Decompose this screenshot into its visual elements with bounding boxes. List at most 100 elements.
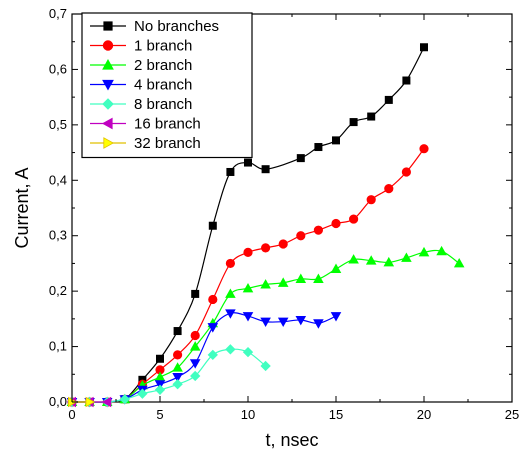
data-point	[277, 317, 289, 328]
legend-label: 32 branch	[134, 135, 201, 152]
data-point	[189, 341, 201, 351]
data-point	[155, 354, 164, 363]
data-point	[278, 239, 288, 249]
data-point	[384, 95, 393, 104]
data-point	[189, 359, 201, 369]
data-point	[453, 258, 465, 268]
legend-label: 2 branch	[134, 57, 192, 74]
data-point	[172, 362, 183, 372]
y-tick-label: 0,2	[49, 283, 67, 298]
data-point	[207, 349, 218, 361]
data-point	[119, 394, 130, 405]
x-axis-title: t, nsec	[265, 430, 318, 450]
data-point	[190, 370, 201, 382]
data-point	[226, 167, 235, 176]
data-point	[383, 256, 395, 267]
data-point	[225, 258, 235, 269]
legend-label: 8 branch	[134, 96, 192, 113]
data-point	[366, 195, 376, 205]
legend-label: 16 branch	[134, 116, 201, 133]
data-point	[225, 344, 236, 355]
data-point	[348, 214, 359, 224]
data-point	[172, 373, 183, 383]
x-tick-label: 25	[505, 407, 519, 422]
data-point	[313, 319, 324, 329]
data-point	[295, 273, 307, 283]
data-point	[208, 221, 217, 230]
data-point	[402, 76, 411, 85]
data-point	[295, 315, 307, 326]
x-tick-label: 0	[68, 407, 75, 422]
data-point	[154, 384, 166, 395]
data-point	[243, 247, 253, 257]
legend-marker	[102, 40, 114, 51]
data-point	[243, 158, 252, 167]
data-point	[191, 289, 200, 298]
data-point	[173, 327, 182, 336]
data-point	[296, 154, 305, 163]
data-point	[330, 263, 342, 273]
x-tick-label: 15	[329, 407, 343, 422]
series-2	[67, 144, 429, 407]
data-point	[208, 294, 218, 305]
data-point	[260, 317, 271, 328]
legend-label: 4 branch	[134, 77, 192, 94]
data-point	[154, 371, 166, 382]
data-point	[296, 231, 306, 241]
legend-label: 1 branch	[134, 38, 192, 55]
data-point	[207, 323, 219, 333]
data-point	[260, 360, 271, 372]
data-point	[330, 312, 342, 322]
data-point	[313, 273, 324, 283]
data-point	[365, 255, 377, 265]
y-axis-title: Current, A	[12, 167, 32, 248]
data-point	[419, 43, 428, 52]
axes-layer: 0 5 10 15 20 25 0,0 0,1 0,2 0,3 0,4 0,5 0,6 0,7	[49, 6, 519, 422]
data-point	[242, 346, 254, 358]
data-point	[225, 288, 236, 298]
series-layer	[66, 43, 465, 408]
series-5	[66, 344, 271, 408]
legend: No branches 1 branch 2 branch 4 branch 8 bra…	[81, 12, 253, 159]
data-point	[331, 136, 340, 145]
data-point	[242, 282, 254, 293]
legend-marker	[102, 98, 114, 110]
legend-marker	[101, 117, 113, 130]
legend-marker	[102, 58, 114, 70]
data-point	[277, 277, 289, 287]
data-point	[225, 309, 236, 319]
legend-marker	[103, 137, 115, 149]
data-point	[418, 246, 430, 257]
data-point	[85, 396, 96, 408]
y-tick-label: 0,4	[49, 172, 67, 187]
data-point	[401, 167, 411, 177]
y-tick-label: 0,3	[49, 228, 67, 243]
data-point	[172, 379, 183, 390]
y-tick-label: 0,7	[49, 6, 67, 21]
data-point	[348, 254, 359, 264]
data-point	[313, 225, 323, 235]
data-point	[367, 112, 376, 121]
legend-marker	[102, 79, 114, 91]
legend-label: No branches	[134, 18, 219, 35]
data-point	[242, 312, 254, 322]
y-tick-label: 0,6	[49, 61, 67, 76]
data-point	[101, 396, 112, 408]
data-point	[260, 279, 271, 289]
data-point	[261, 165, 270, 174]
y-tick-label: 0,5	[49, 117, 67, 132]
data-point	[436, 245, 447, 256]
series-line	[72, 312, 337, 403]
data-point	[260, 243, 271, 253]
y-tick-label: 0,1	[49, 339, 67, 354]
legend-marker	[103, 21, 113, 31]
data-point	[419, 144, 429, 154]
x-tick-label: 5	[156, 407, 163, 422]
series-line	[72, 348, 266, 403]
x-tick-label: 10	[241, 407, 255, 422]
data-point	[190, 330, 200, 341]
data-point	[349, 118, 358, 127]
data-point	[173, 350, 183, 360]
data-point	[384, 184, 394, 194]
